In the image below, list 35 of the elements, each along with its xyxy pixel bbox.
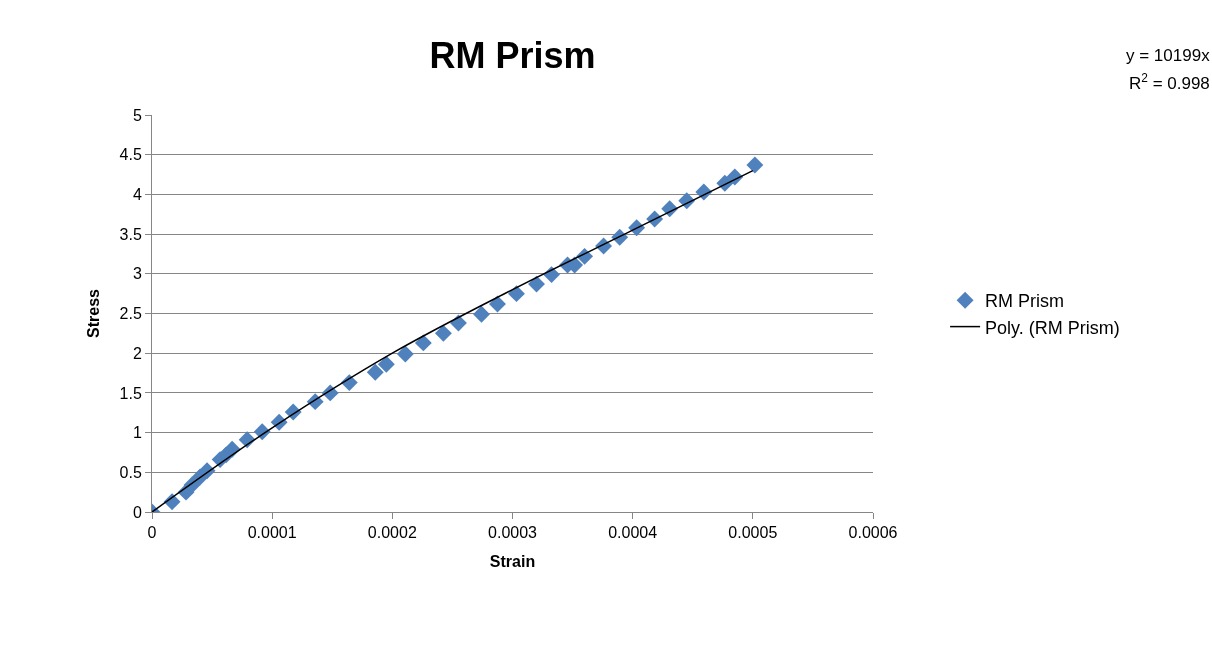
point <box>449 314 467 332</box>
text: y = 10199x <box>1126 46 1211 65</box>
y-tick-label: 5 <box>132 106 142 124</box>
point <box>746 156 764 174</box>
point <box>396 345 414 363</box>
point <box>528 275 545 293</box>
y-tick-label: 1 <box>132 424 142 442</box>
point <box>473 305 490 323</box>
y-axis-title: Stress <box>85 288 103 338</box>
x-tick-label: 0.0005 <box>728 524 778 542</box>
y-tick-label: 0.5 <box>119 463 142 481</box>
point <box>366 363 384 381</box>
point <box>377 355 395 373</box>
y-tick-label: 2.5 <box>119 305 142 323</box>
y-tick-label: 2 <box>132 344 142 362</box>
y-tick-label: 4.5 <box>119 146 142 164</box>
y-tick-label: 4 <box>132 186 142 203</box>
y-tick-label: 1.5 <box>119 384 142 402</box>
point <box>434 324 452 342</box>
legend-label: RM Prism <box>985 291 1065 312</box>
x-tick-label: 0.0003 <box>488 524 538 542</box>
x-tick-label: 0.0001 <box>247 524 297 542</box>
chart-title: RM Prism <box>429 34 596 76</box>
x-tick-label: 0.0002 <box>367 524 417 542</box>
x-tick-label: 0.0006 <box>848 524 898 542</box>
y-tick-label: 3.5 <box>119 225 142 243</box>
x-tick-label: 0.0004 <box>608 524 658 542</box>
legend-label: Poly. (RM Prism) <box>985 317 1120 338</box>
point <box>508 285 525 303</box>
point <box>414 334 432 352</box>
x-axis-title: Strain <box>489 552 536 570</box>
x-tick-label: 0 <box>147 524 157 542</box>
text: R$^{2}$ = 0.998 <box>1129 71 1210 94</box>
y-tick-label: 3 <box>132 265 142 283</box>
y-tick-label: 0 <box>132 503 142 521</box>
